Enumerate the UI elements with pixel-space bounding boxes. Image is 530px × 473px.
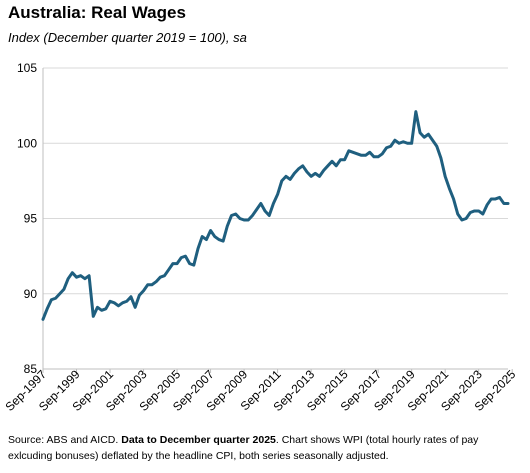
source-note: Source: ABS and AICD. Data to December q… bbox=[8, 432, 523, 464]
chart-title: Australia: Real Wages bbox=[8, 3, 186, 22]
series-line-real-wages bbox=[41, 110, 510, 321]
line-chart: 859095100105Sep-1997Sep-1999Sep-2001Sep-… bbox=[2, 61, 518, 414]
source-bold: Data to December quarter 2025 bbox=[121, 434, 276, 446]
source-lead: Source: ABS and AICD. bbox=[8, 434, 122, 446]
y-tick-label: 95 bbox=[24, 212, 38, 226]
chart-subtitle: Index (December quarter 2019 = 100), sa bbox=[8, 30, 247, 45]
y-tick-label: 90 bbox=[24, 287, 38, 301]
y-tick-label: 100 bbox=[17, 136, 37, 150]
y-tick-label: 105 bbox=[17, 61, 37, 75]
y-tick-label: 85 bbox=[24, 362, 38, 376]
source-rest: . Chart shows WPI (total hourly rates of… bbox=[8, 434, 479, 462]
